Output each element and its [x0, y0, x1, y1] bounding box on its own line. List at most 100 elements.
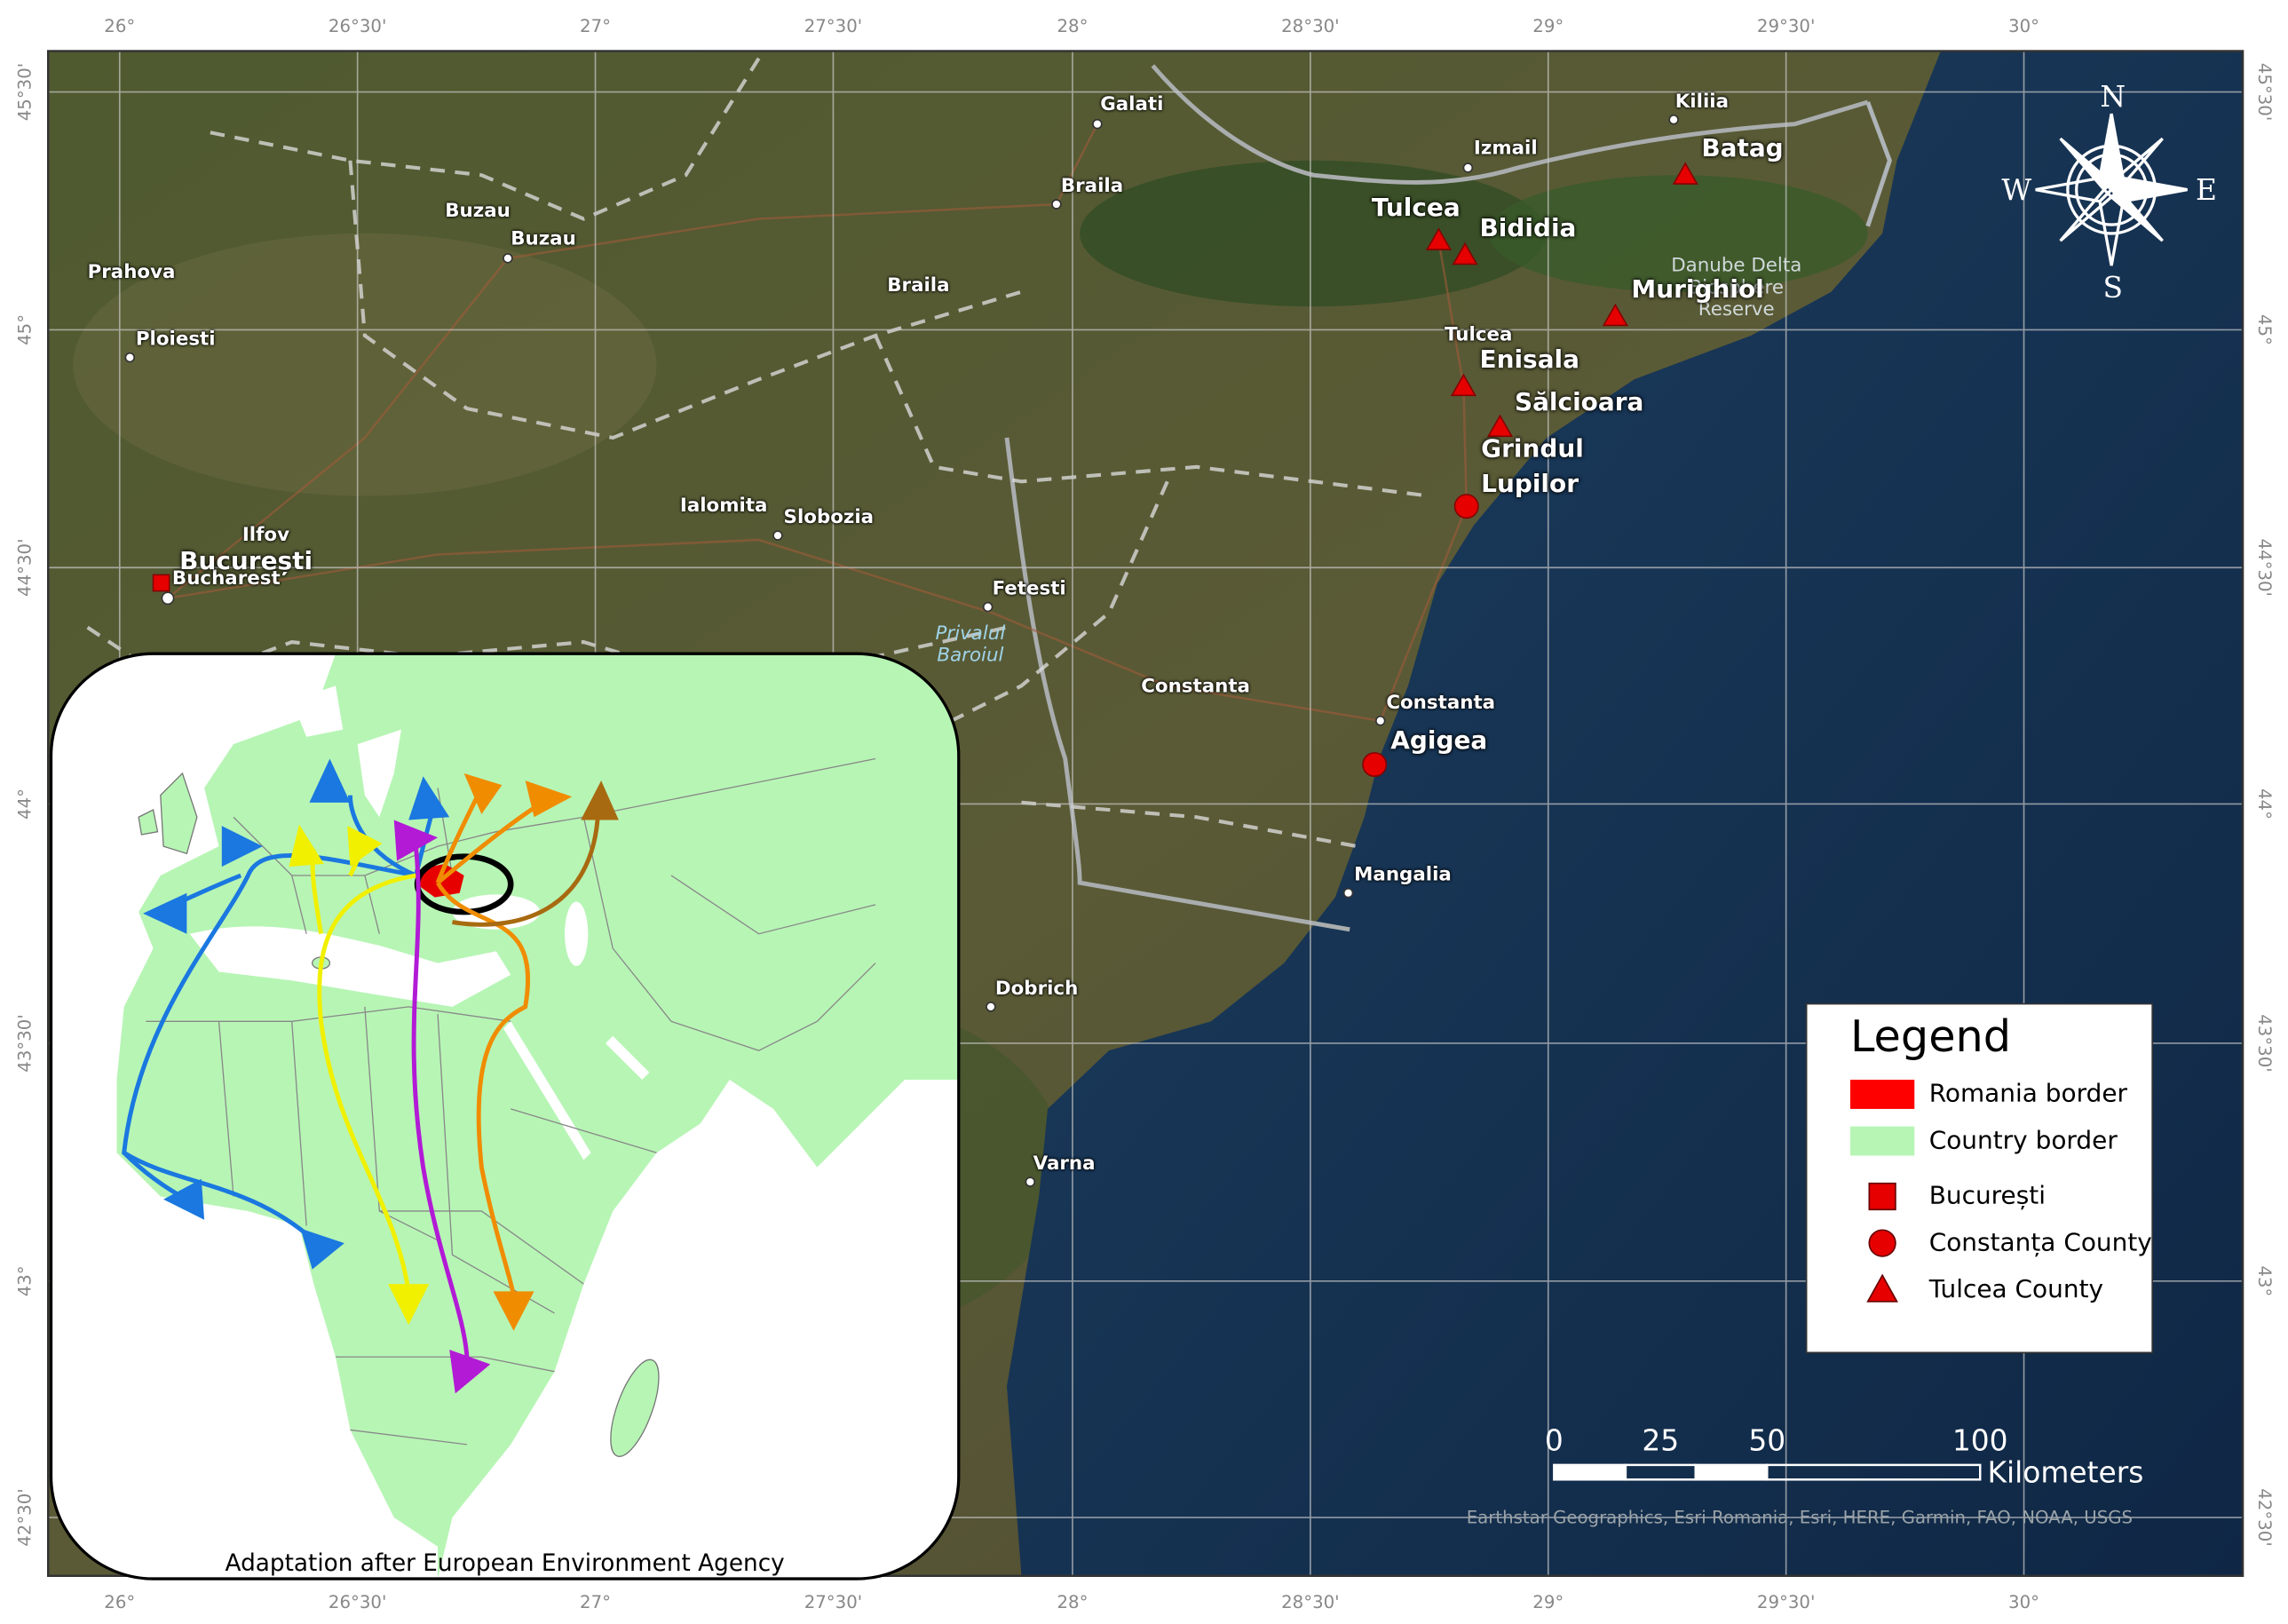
fields	[73, 233, 657, 496]
reserve-label: Privalul Baroiul	[935, 622, 1006, 667]
site-markers	[152, 574, 170, 592]
place-dots	[986, 1002, 996, 1012]
inset-map	[51, 654, 959, 1580]
arrow-heads	[525, 780, 573, 818]
place-label: Slobozia	[783, 507, 875, 529]
place-label: Braila	[887, 274, 950, 297]
place-label: Galati	[1100, 93, 1164, 116]
lat-label: 42°30'	[14, 1488, 36, 1547]
site-label: Sălcioara	[1514, 388, 1644, 417]
place-dots	[1668, 114, 1679, 125]
lat-label: 43°30'	[2254, 1014, 2276, 1073]
arrow-heads	[408, 776, 450, 820]
roads	[167, 123, 1468, 723]
compass-letter: S	[2102, 270, 2124, 305]
site-markers	[1450, 373, 1477, 397]
legend-symbol	[1868, 1182, 1896, 1211]
legend-swatch	[1849, 1126, 1915, 1156]
legend-title: Legend	[1849, 1011, 2012, 1064]
lon-label: 27°	[580, 1591, 612, 1612]
site-markers	[1425, 227, 1453, 250]
inset-seas	[565, 901, 589, 966]
arrow-heads	[221, 826, 263, 867]
lat-label: 45°30'	[2254, 62, 2276, 122]
site-label: Agigea	[1390, 726, 1488, 757]
delta	[1488, 175, 1868, 292]
lon-label: 29°	[1532, 1591, 1564, 1612]
inset-caption: Adaptation after European Environment Ag…	[225, 1549, 785, 1577]
legend-item: Country border	[1928, 1126, 2118, 1156]
site-label: Tulcea	[1371, 194, 1461, 224]
place-label: Dobrich	[994, 978, 1079, 1001]
lat-label: 43°	[14, 1265, 36, 1297]
place-label: Kiliia	[1674, 91, 1730, 114]
place-dots	[1342, 887, 1354, 899]
lat-label: 44°	[2254, 788, 2276, 820]
inset-islands	[160, 772, 198, 855]
lon-label: 26°	[104, 1591, 136, 1612]
lat-label: 44°	[14, 788, 36, 820]
lon-label: 26°30'	[328, 16, 387, 37]
legend-symbol	[1868, 1229, 1896, 1257]
place-label: Buzau	[445, 200, 511, 223]
site-markers	[1452, 242, 1478, 265]
arrow-heads	[300, 1228, 344, 1270]
legend-symbol	[1866, 1273, 1898, 1303]
lon-label: 28°30'	[1281, 16, 1340, 37]
migration-routes	[411, 845, 470, 1358]
place-label: Constanta	[1386, 692, 1496, 715]
compass-rose	[2109, 187, 2164, 242]
attribution: Earthstar Geographics, Esri Romania, Esr…	[1466, 1507, 2134, 1528]
scale-label: 50	[1748, 1422, 1786, 1458]
site-label: Bididia	[1479, 214, 1577, 244]
place-dots	[124, 114, 1679, 1187]
lat-label: 42°30'	[2254, 1488, 2276, 1547]
place-dots	[772, 530, 783, 541]
site-markers	[152, 162, 1698, 778]
place-label: Fetesti	[992, 578, 1066, 601]
inset-islands	[610, 1359, 660, 1457]
place-label: Mangalia	[1354, 864, 1452, 887]
inset-seas	[189, 926, 511, 1007]
arrow-heads	[347, 826, 383, 867]
lat-label: 45°	[14, 313, 36, 345]
lon-label: 30°	[2008, 16, 2040, 37]
site-markers	[1486, 414, 1514, 438]
arrow-heads	[388, 1284, 430, 1326]
legend-box	[1805, 1002, 2153, 1354]
site-markers	[1672, 162, 1698, 185]
inset-frame	[49, 652, 961, 1580]
inset-seas	[51, 654, 959, 1580]
inset-seas	[291, 685, 344, 737]
compass-letter: N	[2100, 78, 2126, 115]
lat-label: 43°	[2254, 1265, 2276, 1297]
lon-label: 26°	[104, 16, 136, 37]
inset-islands	[138, 809, 159, 836]
site-label: Murighiol	[1631, 275, 1764, 305]
border-line	[1004, 437, 1350, 932]
place-dots	[1462, 162, 1474, 173]
place-label: Braila	[1060, 176, 1124, 198]
lon-label: 27°	[580, 16, 612, 37]
reserve-label: Danube Delta Biosphere Reserve	[1671, 255, 1802, 321]
legend-item: Tulcea County	[1928, 1275, 2104, 1305]
lon-label: 28°30'	[1281, 1591, 1340, 1612]
site-label: Grindul Lupilor	[1481, 434, 1584, 500]
arrow-heads	[309, 758, 351, 803]
inset-islands	[138, 772, 660, 1457]
arrow-heads	[463, 772, 503, 814]
danube	[1151, 64, 1869, 185]
inset-seas	[503, 1021, 591, 1161]
lat-label: 45°30'	[14, 62, 36, 122]
place-label: Constanta	[1141, 676, 1250, 699]
place-dots	[1374, 716, 1386, 726]
lat-label: 44°30'	[14, 538, 36, 597]
compass-rose	[2059, 187, 2114, 242]
place-label: Prahova	[87, 261, 176, 284]
arrow-heads	[449, 1350, 491, 1394]
place-label: Tulcea	[1445, 324, 1513, 347]
lon-label: 28°	[1057, 1591, 1089, 1612]
